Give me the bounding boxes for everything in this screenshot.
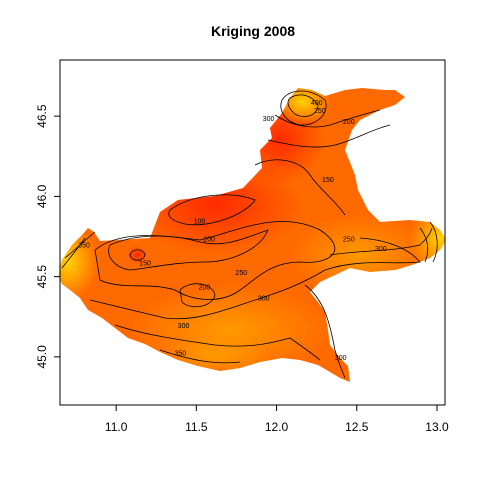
contour-label: 300 — [178, 323, 190, 330]
x-tick-label: 13.0 — [425, 420, 449, 434]
contour-250 — [89, 237, 421, 320]
contour-300 — [114, 324, 321, 361]
y-tick-label: 45.5 — [35, 265, 49, 289]
contour-150-north — [254, 159, 346, 216]
contour-100 — [168, 194, 256, 226]
y-tick-label: 46.0 — [35, 184, 49, 208]
contour-low-spot — [129, 249, 146, 261]
contour-label: 200 — [199, 284, 211, 291]
contour-400-west — [61, 237, 86, 269]
contour-east-1 — [419, 227, 429, 263]
contour-label: 150 — [139, 260, 151, 267]
contour-east-2 — [429, 221, 438, 263]
contour-label: 300 — [263, 116, 275, 123]
x-tick-label: 11.5 — [185, 420, 208, 434]
kriging-surface — [58, 88, 446, 382]
contour-300-east — [329, 227, 433, 256]
contour-lines — [61, 90, 438, 379]
chart-title: Kriging 2008 — [211, 23, 295, 39]
contour-label: 250 — [343, 236, 355, 243]
contour-labels: 100 150 200 250 200 300 300 350 250 300 200 250 300 1… — [78, 100, 387, 362]
contour-label: 350 — [78, 243, 90, 250]
y-axis: 45.0 45.5 46.0 46.5 — [35, 104, 61, 369]
y-tick-label: 45.0 — [35, 345, 49, 369]
contour-label: 250 — [314, 108, 326, 115]
x-tick-label: 11.0 — [105, 420, 128, 434]
contour-label: 300 — [335, 355, 347, 362]
contour-north-3 — [287, 94, 319, 117]
contour-label: 300 — [258, 296, 270, 303]
contour-200 — [94, 221, 335, 300]
contour-north-1 — [274, 109, 381, 128]
contour-200-inner — [179, 283, 216, 308]
contour-label: 400 — [311, 100, 323, 107]
contour-350-south — [159, 349, 241, 364]
contour-label: 300 — [375, 246, 387, 253]
surface-mid-zone-2 — [290, 215, 430, 295]
contour-label: 150 — [322, 177, 334, 184]
x-tick-label: 12.5 — [345, 420, 369, 434]
contour-south-east — [304, 284, 346, 379]
surface-high-west — [58, 224, 98, 300]
contour-label: 200 — [203, 236, 215, 243]
contour-label: 350 — [174, 350, 186, 357]
contour-label: 250 — [235, 270, 247, 277]
contour-north-4 — [280, 90, 327, 126]
x-tick-label: 12.0 — [265, 420, 289, 434]
contour-label: 200 — [343, 119, 355, 126]
y-tick-label: 46.5 — [35, 104, 49, 128]
x-axis: 11.0 11.5 12.0 12.5 13.0 — [105, 404, 449, 434]
contour-north-2 — [267, 124, 391, 148]
contour-label: 100 — [194, 219, 206, 226]
